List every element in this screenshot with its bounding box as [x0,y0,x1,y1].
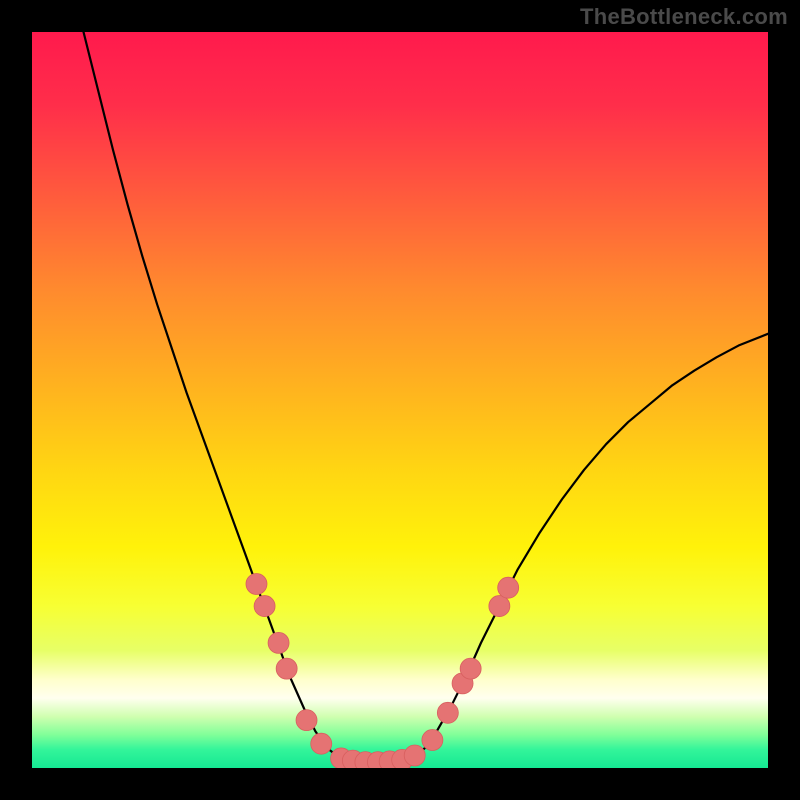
bottleneck-curve [84,32,768,763]
data-marker [311,733,332,754]
data-marker [404,745,425,766]
data-marker [498,577,519,598]
data-marker [246,574,267,595]
markers-group [246,574,519,769]
data-marker [254,596,275,617]
plot-svg [32,32,768,768]
chart-container: TheBottleneck.com [0,0,800,800]
plot-area [32,32,768,768]
data-marker [422,730,443,751]
data-marker [276,658,297,679]
data-marker [268,632,289,653]
data-marker [296,710,317,731]
data-marker [437,702,458,723]
data-marker [460,658,481,679]
watermark-text: TheBottleneck.com [580,4,788,30]
data-marker [489,596,510,617]
